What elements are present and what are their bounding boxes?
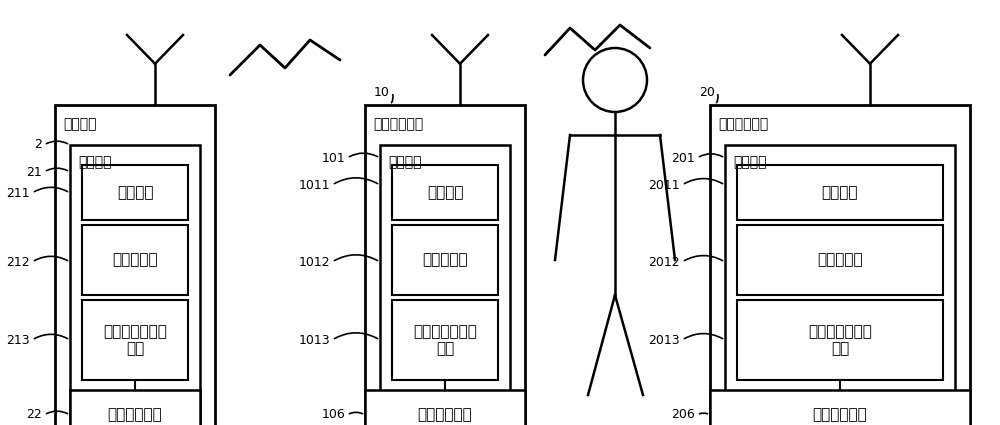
Text: 206: 206 — [671, 408, 695, 422]
Text: 第二无线耳机: 第二无线耳机 — [718, 117, 768, 131]
Bar — [392, 225, 498, 295]
Text: 蓝牙模块: 蓝牙模块 — [733, 155, 767, 169]
Text: 智能设备: 智能设备 — [63, 117, 96, 131]
Text: 蓝牙介质访问控
制层: 蓝牙介质访问控 制层 — [103, 324, 167, 356]
Text: 2011: 2011 — [648, 178, 680, 192]
Text: 22: 22 — [26, 408, 42, 422]
Text: 第一无线耳机: 第一无线耳机 — [373, 117, 423, 131]
Text: 蓝牙模块: 蓝牙模块 — [78, 155, 112, 169]
Text: 主机控制接口: 主机控制接口 — [108, 408, 162, 422]
Bar — [725, 145, 955, 425]
Bar — [710, 105, 970, 425]
Bar — [365, 105, 525, 425]
Text: 1013: 1013 — [298, 334, 330, 346]
Text: 106: 106 — [321, 408, 345, 422]
Bar — [82, 225, 188, 295]
Text: 2012: 2012 — [648, 255, 680, 269]
Bar — [737, 165, 943, 220]
Bar — [737, 225, 943, 295]
Bar — [55, 105, 215, 425]
Bar — [737, 300, 943, 380]
Bar — [70, 390, 200, 425]
Text: 1012: 1012 — [298, 255, 330, 269]
Text: 101: 101 — [321, 151, 345, 164]
Text: 主机控制接口: 主机控制接口 — [813, 408, 867, 422]
Bar — [380, 145, 510, 425]
Bar — [82, 165, 188, 220]
Bar — [710, 390, 970, 425]
Text: 10: 10 — [374, 85, 390, 99]
Text: 蓝牙介质访问控
制层: 蓝牙介质访问控 制层 — [413, 324, 477, 356]
Text: 201: 201 — [671, 151, 695, 164]
Bar — [365, 390, 525, 425]
Text: 主机控制接口: 主机控制接口 — [418, 408, 472, 422]
Text: 213: 213 — [6, 334, 30, 346]
Text: 21: 21 — [26, 165, 42, 178]
Text: 2: 2 — [34, 139, 42, 151]
Text: 蓝牙模块: 蓝牙模块 — [388, 155, 422, 169]
Text: 212: 212 — [6, 255, 30, 269]
Bar — [70, 145, 200, 425]
Text: 蓝牙射频: 蓝牙射频 — [822, 185, 858, 200]
Text: 蓝牙射频: 蓝牙射频 — [117, 185, 153, 200]
Text: 20: 20 — [699, 85, 715, 99]
Text: 蓝牙射频: 蓝牙射频 — [427, 185, 463, 200]
Text: 蓝牙物理层: 蓝牙物理层 — [817, 252, 863, 267]
Bar — [82, 300, 188, 380]
Text: 1011: 1011 — [298, 178, 330, 192]
Bar — [392, 300, 498, 380]
Text: 蓝牙物理层: 蓝牙物理层 — [112, 252, 158, 267]
Text: 2013: 2013 — [648, 334, 680, 346]
Circle shape — [583, 48, 647, 112]
Text: 蓝牙介质访问控
制层: 蓝牙介质访问控 制层 — [808, 324, 872, 356]
Bar — [392, 165, 498, 220]
Text: 211: 211 — [6, 187, 30, 199]
Text: 蓝牙物理层: 蓝牙物理层 — [422, 252, 468, 267]
